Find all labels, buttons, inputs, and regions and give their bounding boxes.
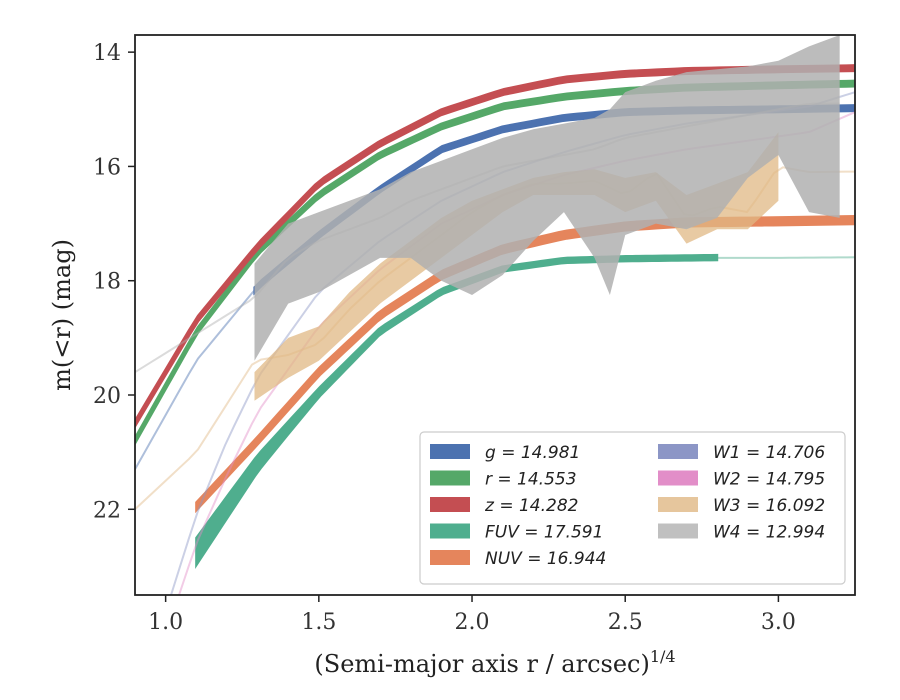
legend-label-g: g = 14.981 bbox=[485, 443, 580, 463]
x-tick-label-2: 2.0 bbox=[455, 610, 490, 635]
w4-band bbox=[254, 35, 840, 361]
legend-label-r: r = 14.553 bbox=[485, 470, 577, 490]
x-axis: 1.0 1.5 2.0 2.5 3.0 bbox=[148, 595, 796, 635]
x-tick-label-1: 1.5 bbox=[301, 610, 336, 635]
plot-frame bbox=[134, 34, 856, 596]
x-axis-label: (Semi-major axis r / arcsec)1/4 bbox=[314, 647, 675, 678]
z-curve bbox=[135, 64, 855, 429]
legend-label-w2: W2 = 14.795 bbox=[713, 470, 825, 490]
y-tick-label-1: 16 bbox=[93, 155, 121, 180]
g-curve bbox=[253, 104, 855, 296]
y-tick-label-4: 22 bbox=[93, 498, 121, 523]
legend-swatch-w3 bbox=[658, 497, 698, 512]
x-tick-label-3: 2.5 bbox=[608, 610, 643, 635]
x-axis-label-exponent: 1/4 bbox=[650, 647, 676, 666]
nuv-curve bbox=[195, 215, 855, 514]
curve-layer bbox=[135, 35, 855, 595]
fuv-curve bbox=[195, 253, 719, 569]
legend-swatch-fuv bbox=[430, 523, 470, 539]
legend-swatch-w4 bbox=[658, 523, 698, 539]
legend-box bbox=[419, 431, 846, 585]
legend-swatch-r bbox=[430, 470, 470, 486]
legend-swatch-z bbox=[430, 497, 470, 512]
legend-label-w4: W4 = 12.994 bbox=[713, 523, 825, 543]
y-tick-label-0: 14 bbox=[93, 41, 121, 66]
legend: g = 14.981 r = 14.553 z = 14.282 FUV = 17.5… bbox=[419, 431, 846, 585]
x-tick-label-4: 3.0 bbox=[761, 610, 796, 635]
y-axis-label: m(<r) (mag) bbox=[48, 239, 76, 391]
legend-swatch-w1 bbox=[658, 444, 698, 459]
legend-label-fuv: FUV = 17.591 bbox=[485, 523, 603, 543]
legend-swatch-g bbox=[430, 444, 470, 459]
legend-label-w1: W1 = 14.706 bbox=[713, 443, 825, 463]
legend-swatch-w2 bbox=[658, 470, 698, 486]
y-tick-label-2: 18 bbox=[93, 270, 121, 295]
legend-label-z: z = 14.282 bbox=[484, 496, 578, 516]
y-tick-label-3: 20 bbox=[93, 384, 121, 409]
x-tick-label-0: 1.0 bbox=[148, 610, 183, 635]
legend-label-nuv: NUV = 16.944 bbox=[485, 549, 606, 569]
r-curve bbox=[135, 79, 855, 446]
y-axis: 14 16 18 20 22 bbox=[93, 41, 135, 523]
legend-swatch-nuv bbox=[430, 550, 470, 565]
legend-label-w3: W3 = 16.092 bbox=[713, 496, 825, 516]
